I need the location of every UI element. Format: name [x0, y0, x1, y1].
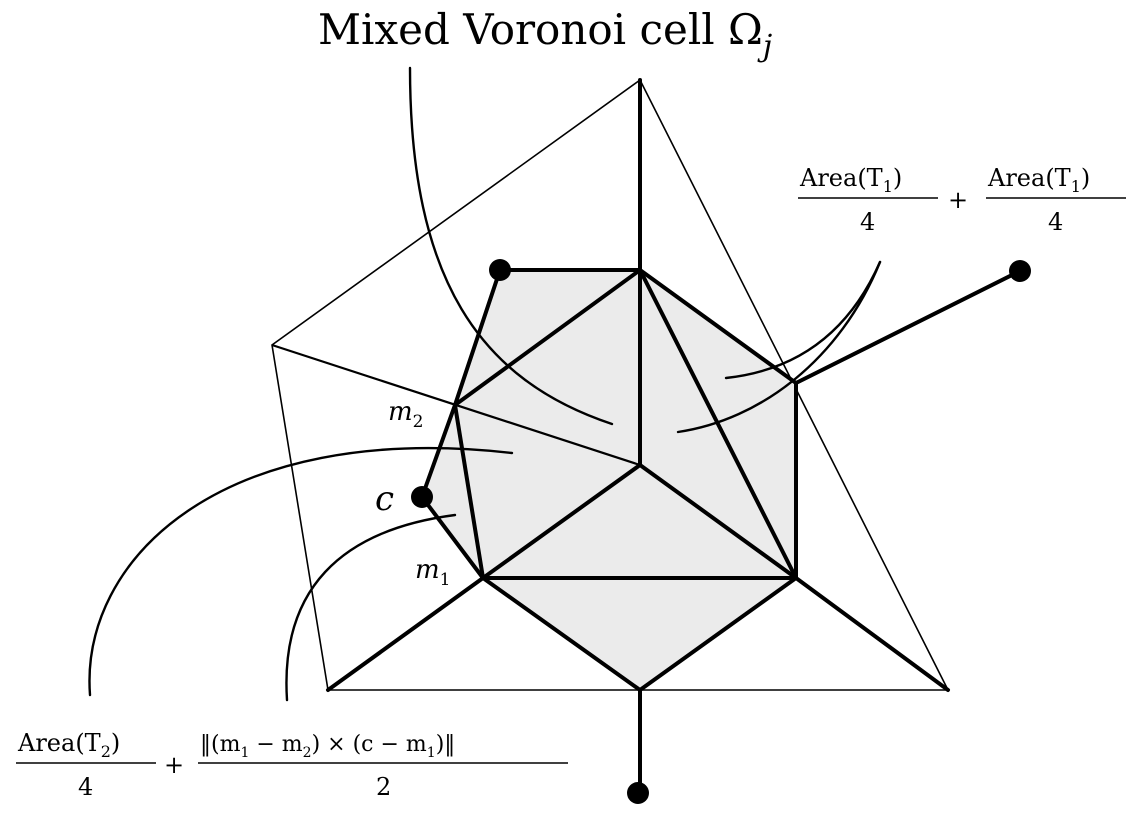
bottom-left-leader-b	[285, 513, 457, 702]
bottom-left-leader-a	[88, 447, 514, 697]
edge-center-right	[638, 463, 798, 580]
edge-left-center	[271, 343, 641, 467]
leader-curves	[88, 66, 882, 702]
edge-center-left	[481, 463, 642, 580]
dual-vertices	[411, 259, 1031, 804]
formula-bottom-left: Area(T2) 4 + ‖(m1 − m2) × (c − m1)‖ 2	[16, 729, 568, 801]
vertex-dot-top	[489, 259, 511, 281]
tr-numerator-2: Area(T1)	[987, 164, 1090, 196]
bl-denominator-2: 2	[376, 773, 391, 801]
bl-plus: +	[164, 751, 184, 779]
label-m1: m1	[415, 555, 450, 590]
edge-right-bottomright	[794, 576, 950, 692]
edge-top-right	[638, 268, 798, 580]
title-leader	[408, 66, 614, 426]
edge-m1-bottomleft	[326, 576, 485, 692]
tr-denominator-1: 4	[860, 208, 875, 236]
voronoi-cell-region	[422, 270, 796, 690]
vertex-dot-bottom	[627, 782, 649, 804]
edge-top-m2	[453, 268, 642, 407]
tr-denominator-2: 4	[1048, 208, 1063, 236]
formula-top-right: Area(T1) 4 + Area(T1) 4	[798, 164, 1126, 236]
label-m2: m2	[388, 397, 423, 432]
tr-numerator-1: Area(T1)	[799, 164, 902, 196]
vertex-dot-right	[1009, 260, 1031, 282]
label-c: c	[375, 479, 394, 519]
bl-denominator-1: 4	[78, 773, 93, 801]
vertex-dot-c	[411, 486, 433, 508]
thick-mesh-edges	[326, 78, 1022, 795]
tr-plus: +	[948, 186, 968, 214]
diagram-title: Mixed Voronoi cell Ωj	[318, 5, 772, 64]
bl-numerator-1: Area(T2)	[17, 729, 120, 761]
top-right-leader-b	[676, 260, 882, 434]
dual-edge-right	[794, 269, 1022, 385]
edge-m2-m1	[453, 403, 485, 580]
bl-numerator-2: ‖(m1 − m2) × (c − m1)‖	[200, 732, 455, 761]
